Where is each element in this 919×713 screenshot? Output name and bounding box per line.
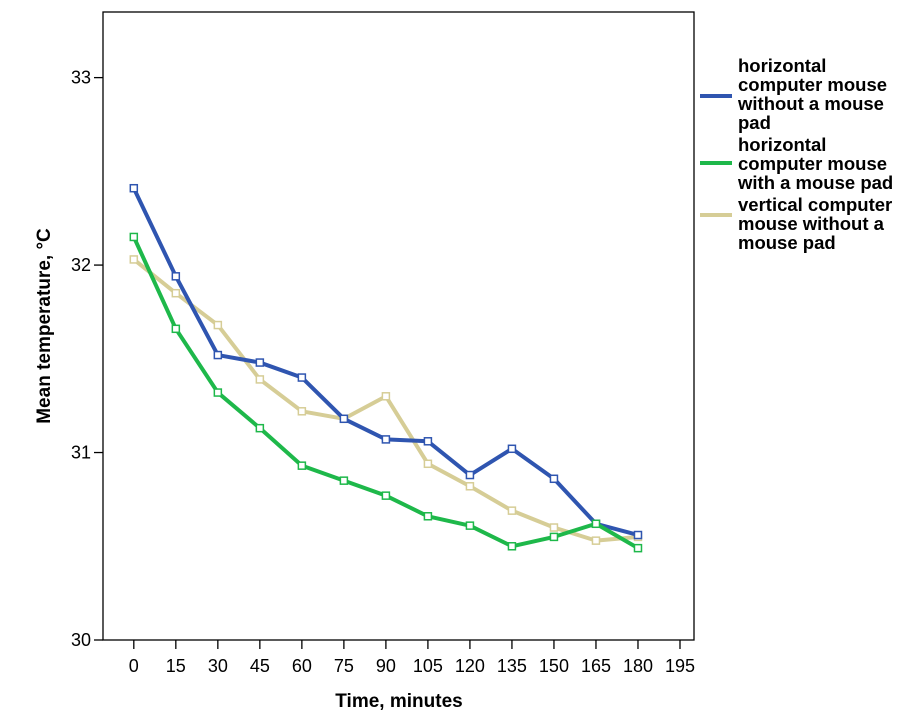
data-point xyxy=(213,320,223,330)
data-point xyxy=(213,350,223,360)
x-tick-label: 0 xyxy=(129,656,139,676)
data-point xyxy=(129,183,139,193)
x-tick-label: 195 xyxy=(665,656,695,676)
data-point xyxy=(423,459,433,469)
data-point xyxy=(507,506,517,515)
data-point xyxy=(297,461,307,470)
data-point xyxy=(339,476,349,485)
data-point xyxy=(129,255,139,264)
data-point xyxy=(297,407,307,416)
data-point xyxy=(423,512,433,521)
data-point xyxy=(129,232,139,242)
data-point xyxy=(255,358,265,367)
data-point xyxy=(507,542,517,551)
data-point xyxy=(549,532,559,542)
x-tick-label: 135 xyxy=(497,656,527,676)
data-point xyxy=(507,444,517,454)
x-tick-label: 180 xyxy=(623,656,653,676)
data-point xyxy=(171,288,181,298)
data-point xyxy=(381,392,391,401)
x-tick-label: 150 xyxy=(539,656,569,676)
data-point xyxy=(381,435,391,444)
x-axis: 0 15 30 45 60 75 90 105 120 135 150 165 180 195 xyxy=(129,640,695,676)
series-layer xyxy=(129,183,643,553)
legend-swatch-blue xyxy=(700,94,732,98)
x-tick-label: 105 xyxy=(413,656,443,676)
x-tick-label: 60 xyxy=(292,656,312,676)
x-tick-label: 90 xyxy=(376,656,396,676)
y-tick-label: 31 xyxy=(71,443,91,463)
data-point xyxy=(213,388,223,397)
x-tick-label: 165 xyxy=(581,656,611,676)
legend-swatch-green xyxy=(700,161,732,165)
x-axis-title: Time, minutes xyxy=(335,691,462,712)
data-point xyxy=(381,491,391,500)
data-point xyxy=(465,470,475,480)
data-point xyxy=(465,482,475,491)
data-point xyxy=(297,373,307,382)
data-point xyxy=(255,423,265,433)
data-point xyxy=(465,521,475,530)
x-tick-label: 120 xyxy=(455,656,485,676)
y-axis: 30 31 32 33 xyxy=(71,68,103,650)
series-0 xyxy=(129,183,643,540)
data-point xyxy=(549,474,559,484)
data-point xyxy=(633,530,643,540)
x-tick-label: 30 xyxy=(208,656,228,676)
data-point xyxy=(255,375,265,384)
y-axis-title: Mean temperature, °C xyxy=(34,228,55,424)
data-point xyxy=(549,523,559,532)
data-point xyxy=(171,324,181,334)
y-tick-label: 30 xyxy=(71,630,91,650)
x-tick-label: 45 xyxy=(250,656,270,676)
legend-swatch-beige xyxy=(700,213,732,217)
legend-label-beige: vertical computer mouse without a mouse … xyxy=(738,194,893,253)
plot-area xyxy=(102,11,695,641)
data-point xyxy=(591,519,601,529)
y-tick-label: 32 xyxy=(71,255,91,275)
series-1 xyxy=(129,232,643,553)
y-tick-label: 33 xyxy=(71,68,91,88)
data-point xyxy=(339,414,349,424)
x-tick-label: 75 xyxy=(334,656,354,676)
legend-label-green: horizontal computer mouse with a mouse p… xyxy=(738,134,894,193)
data-point xyxy=(633,543,643,553)
legend-item-green: horizontal computer mouse with a mouse p… xyxy=(700,135,915,192)
data-point xyxy=(171,272,181,281)
data-point xyxy=(423,437,433,446)
legend-label-blue: horizontal computer mouse without a mous… xyxy=(738,55,888,133)
data-point xyxy=(591,536,601,545)
legend-item-beige: vertical computer mouse without a mouse … xyxy=(700,195,915,252)
x-tick-label: 15 xyxy=(166,656,186,676)
legend: horizontal computer mouse without a mous… xyxy=(700,56,915,255)
legend-item-blue: horizontal computer mouse without a mous… xyxy=(700,56,915,132)
